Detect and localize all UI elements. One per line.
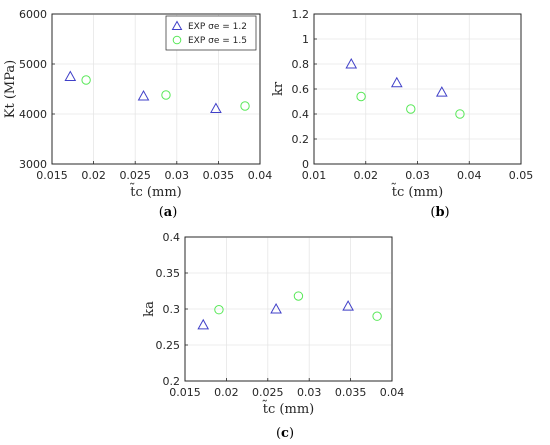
chart-panel-c: 0.015 0.02 0.025 0.03 0.035 0.04 0.2 0.25 0.3 0.3…	[142, 231, 404, 441]
y-tick-label: 0.2	[292, 133, 310, 146]
y-tick-label: 1.2	[292, 8, 310, 21]
y-tick-label: 0.4	[292, 108, 310, 121]
x-tick-label: 0.015	[36, 169, 68, 182]
chart-panel-b: 0.01 0.02 0.03 0.04 0.05 0 0.2 0.4 0.6 0.8 1 1.2 t̃c…	[271, 8, 533, 220]
x-tick-label: 0.025	[119, 169, 151, 182]
x-tick-label: 0.02	[354, 169, 379, 182]
data-point-circle	[356, 91, 366, 102]
x-tick-label: 0.02	[214, 386, 239, 399]
caption-open: (	[159, 205, 164, 220]
legend-triangle-icon	[171, 20, 183, 30]
caption-close: )	[289, 426, 294, 441]
data-point-circle	[214, 305, 224, 315]
caption-close: )	[172, 205, 177, 220]
x-tick-label: 0.035	[335, 386, 367, 399]
y-tick-label: 4000	[19, 108, 47, 121]
x-tick-label: 0.03	[297, 386, 322, 399]
x-tick-label: 0.04	[457, 169, 482, 182]
data-point-triangle	[137, 89, 150, 101]
legend-box	[165, 15, 257, 51]
caption-close: )	[445, 205, 450, 220]
y-tick-label: 0.6	[292, 83, 310, 96]
data-point-triangle	[342, 300, 354, 311]
data-point-circle	[81, 75, 91, 85]
legend-label: EXP σe = 1.5	[188, 36, 247, 46]
caption-letter: a	[164, 205, 173, 220]
data-point-circle	[293, 291, 304, 301]
y-tick-label: 0.8	[292, 58, 310, 71]
x-tick-label: 0.03	[405, 169, 430, 182]
x-axis-label: t̃c (mm)	[262, 400, 314, 417]
y-axis-label: kr	[271, 81, 286, 96]
y-tick-label: 0.3	[163, 303, 181, 316]
data-point-circle	[161, 90, 171, 100]
y-tick-label: 0.25	[156, 339, 181, 352]
data-point-circle	[240, 101, 250, 111]
caption-letter: b	[435, 205, 444, 220]
y-tick-label: 0	[302, 158, 309, 171]
data-point-triangle	[435, 86, 448, 97]
x-tick-label: 0.05	[509, 169, 534, 182]
chart-panel-a: 0.015 0.02 0.025 0.03 0.035 0.04 3000 4000 5000 6…	[3, 8, 272, 220]
y-axis-label: Kt (MPa)	[3, 60, 18, 118]
data-point-triangle	[270, 302, 282, 314]
data-point-triangle	[197, 318, 210, 330]
data-point-circle	[372, 311, 382, 321]
x-axis-label: t̃c (mm)	[130, 183, 182, 200]
data-point-triangle	[210, 102, 222, 113]
y-tick-label: 6000	[19, 8, 47, 21]
y-tick-label: 5000	[19, 58, 47, 71]
x-tick-label: 0.02	[81, 169, 106, 182]
panel-caption: (c)	[276, 426, 294, 441]
x-tick-label: 0.04	[248, 169, 273, 182]
x-tick-label: 0.01	[302, 169, 327, 182]
panel-caption: (a)	[159, 205, 178, 220]
y-tick-label: 0.35	[156, 267, 181, 280]
data-point-circle	[455, 109, 465, 119]
y-tick-label: 0.4	[163, 231, 181, 244]
caption-open: (	[430, 205, 435, 220]
caption-letter: c	[281, 426, 289, 441]
x-tick-label: 0.015	[169, 386, 201, 399]
x-tick-label: 0.035	[203, 169, 235, 182]
x-tick-label: 0.025	[252, 386, 284, 399]
x-axis-label: t̃c (mm)	[391, 183, 443, 200]
plot-border	[51, 13, 261, 165]
legend-circle-icon	[172, 35, 182, 45]
y-tick-label: 0.2	[163, 375, 181, 388]
y-axis-label: ka	[142, 301, 157, 317]
legend-label: EXP σe = 1.2	[188, 22, 247, 32]
plot-border	[184, 236, 393, 382]
panel-caption: (b)	[430, 205, 449, 220]
data-point-triangle	[390, 76, 403, 88]
plot-border	[313, 13, 522, 165]
caption-open: (	[276, 426, 281, 441]
x-tick-label: 0.04	[380, 386, 405, 399]
y-tick-label: 1	[302, 33, 309, 46]
y-tick-label: 3000	[19, 158, 47, 171]
x-tick-label: 0.03	[165, 169, 190, 182]
data-point-triangle	[345, 57, 358, 69]
legend: EXP σe = 1.2 EXP σe = 1.5	[165, 15, 257, 51]
data-point-triangle	[64, 70, 77, 81]
data-point-circle	[406, 104, 416, 114]
